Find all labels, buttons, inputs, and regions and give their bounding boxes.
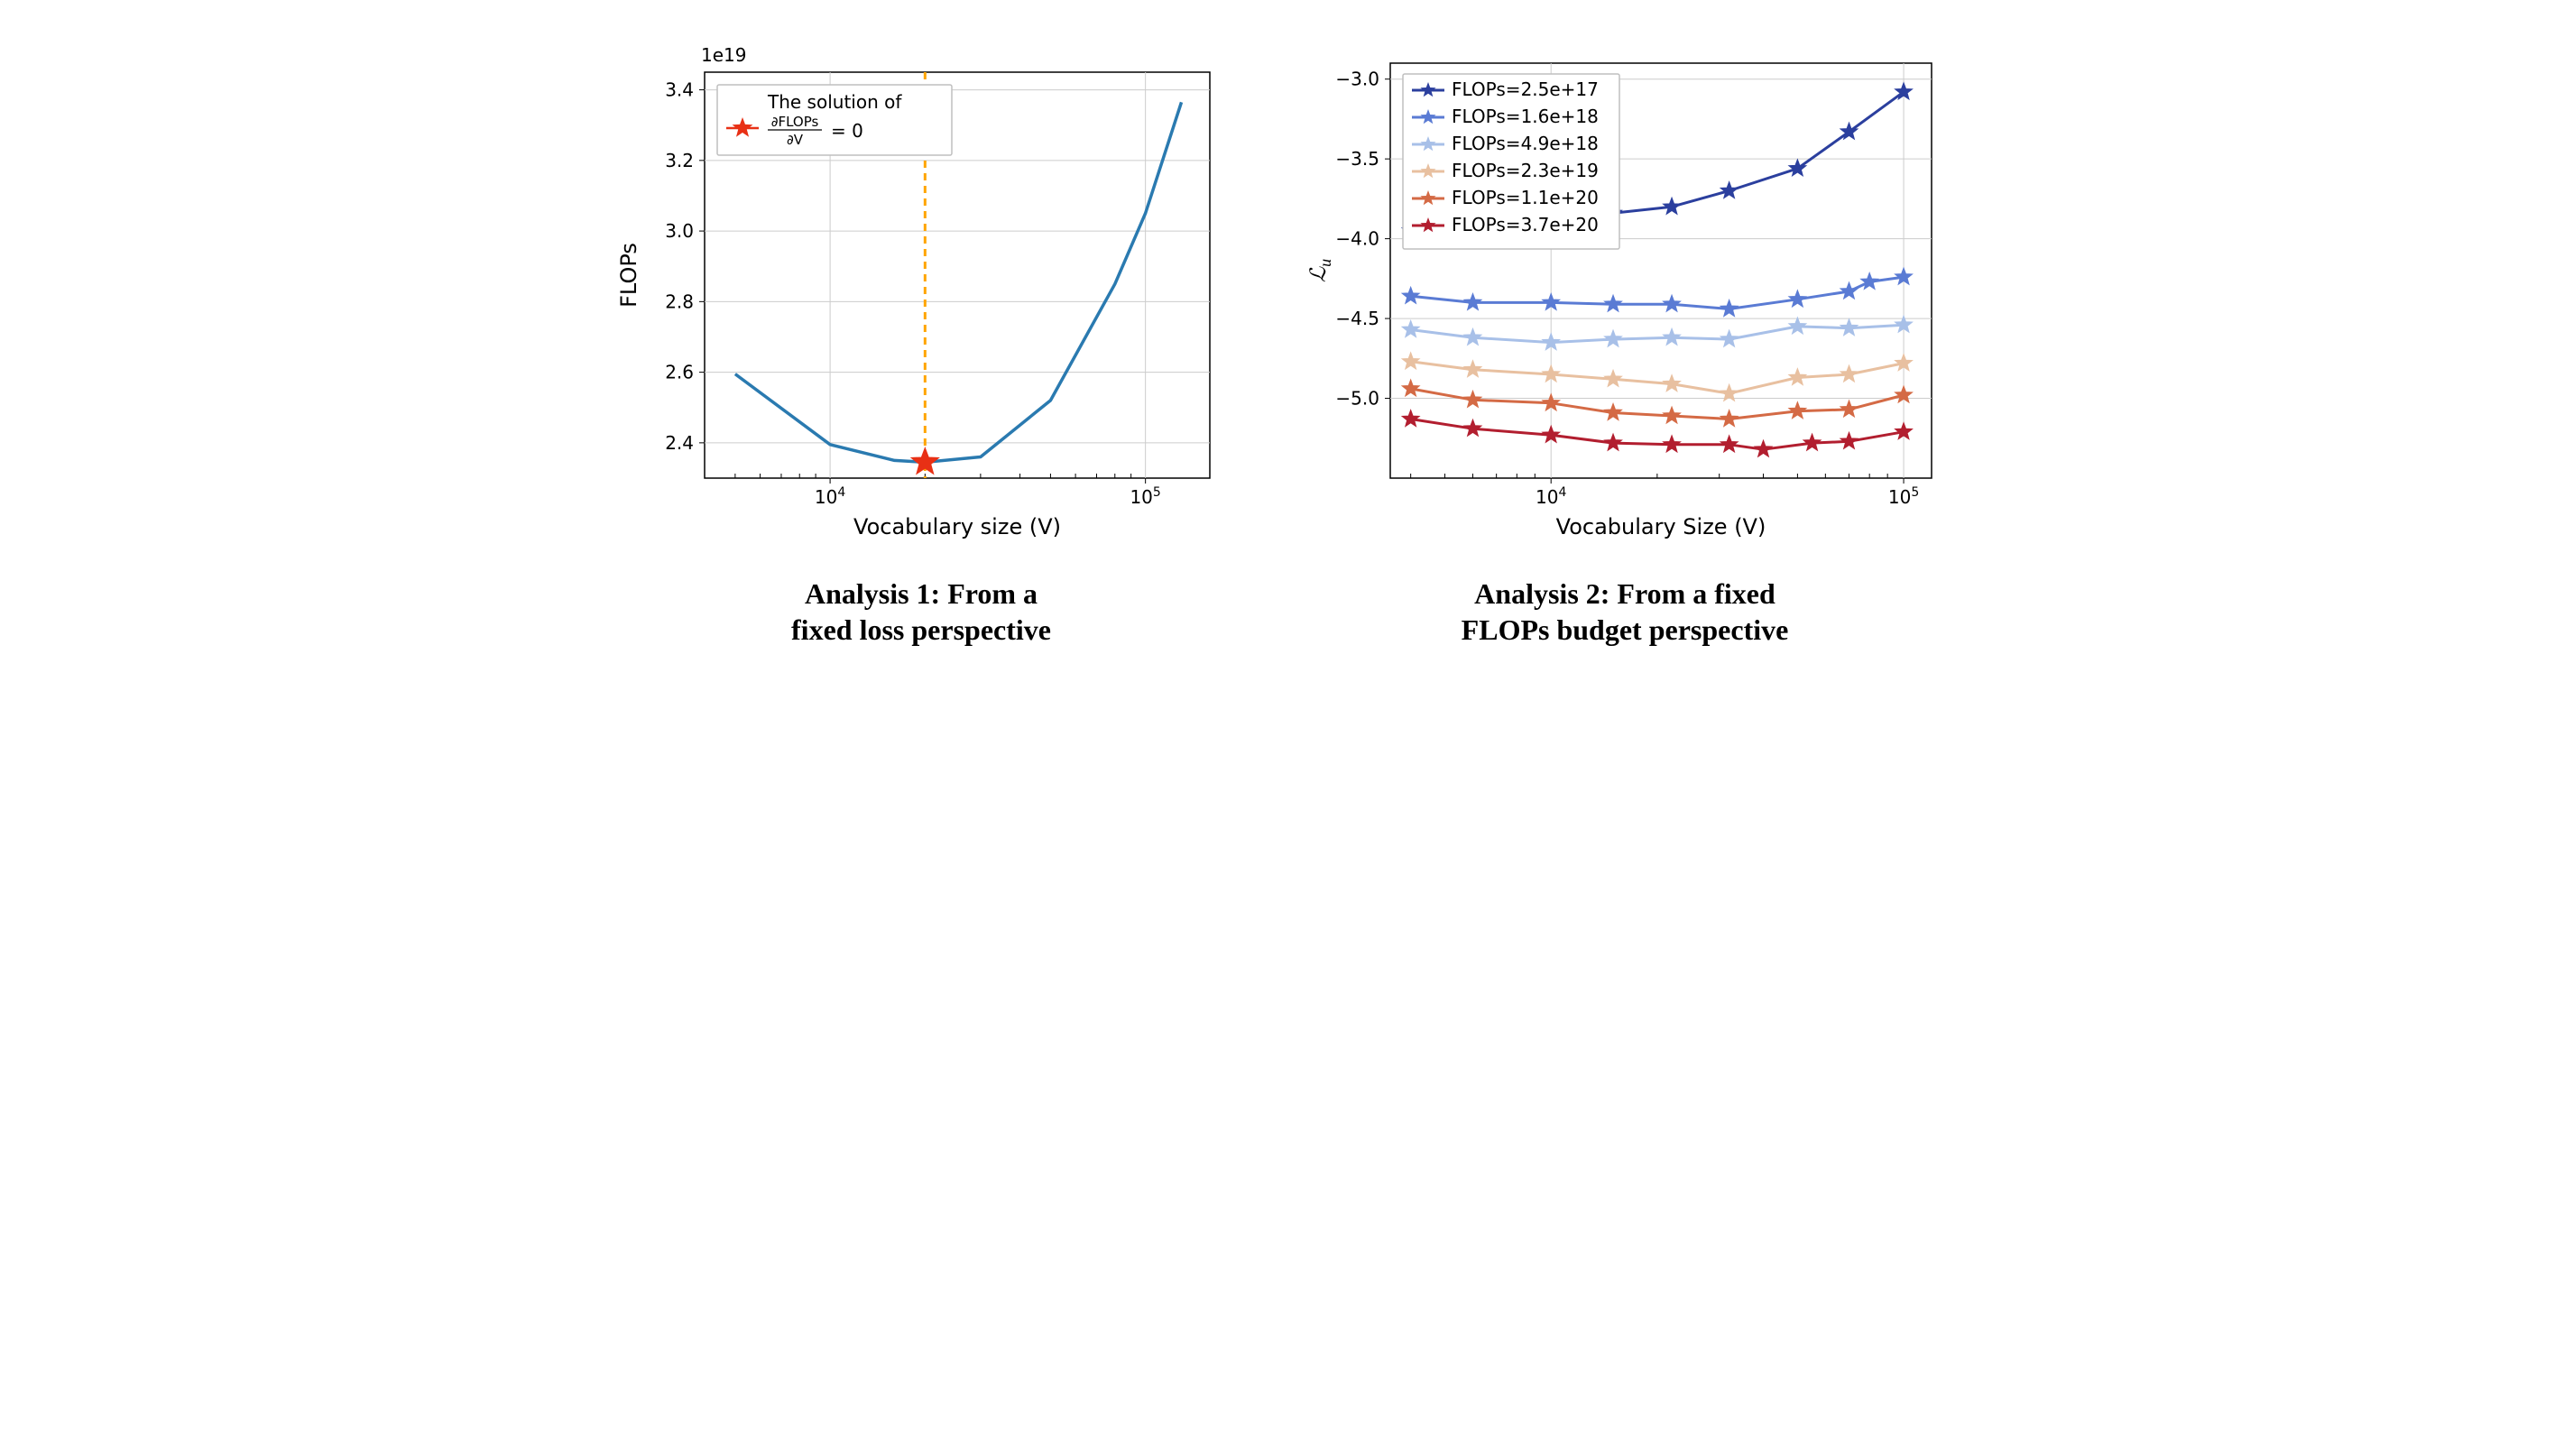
svg-text:FLOPs=1.6e+18: FLOPs=1.6e+18 <box>1452 106 1599 127</box>
svg-text:2.4: 2.4 <box>665 432 694 454</box>
svg-text:−4.5: −4.5 <box>1335 308 1379 329</box>
svg-text:105: 105 <box>1888 485 1919 508</box>
svg-text:FLOPs=4.9e+18: FLOPs=4.9e+18 <box>1452 133 1599 154</box>
svg-text:3.0: 3.0 <box>665 220 694 242</box>
svg-text:∂V: ∂V <box>787 132 804 148</box>
svg-text:FLOPs=1.1e+20: FLOPs=1.1e+20 <box>1452 187 1599 208</box>
svg-text:Vocabulary Size (V): Vocabulary Size (V) <box>1556 514 1766 539</box>
svg-text:FLOPs=2.5e+17: FLOPs=2.5e+17 <box>1452 78 1599 100</box>
svg-text:Vocabulary size (V): Vocabulary size (V) <box>853 514 1061 539</box>
right-caption: Analysis 2: From a fixed FLOPs budget pe… <box>1462 576 1789 648</box>
right-panel: −5.0 −4.5 −4.0 −3.5 −3.0 104 105 Vocabulary Siz… <box>1300 36 1950 648</box>
caption-line2: fixed loss perspective <box>791 613 1051 646</box>
svg-text:104: 104 <box>815 485 845 508</box>
svg-text:= 0: = 0 <box>831 120 863 142</box>
svg-text:ℒu: ℒu <box>1307 259 1334 282</box>
svg-text:1e19: 1e19 <box>701 44 746 66</box>
caption-line2: FLOPs budget perspective <box>1462 613 1789 646</box>
svg-text:2.6: 2.6 <box>665 362 694 383</box>
svg-text:−3.5: −3.5 <box>1335 148 1379 170</box>
svg-text:−3.0: −3.0 <box>1335 69 1379 90</box>
svg-text:−5.0: −5.0 <box>1335 388 1379 410</box>
svg-text:∂FLOPs: ∂FLOPs <box>771 114 819 130</box>
svg-text:FLOPs=2.3e+19: FLOPs=2.3e+19 <box>1452 160 1599 181</box>
svg-text:105: 105 <box>1130 485 1160 508</box>
svg-text:The solution of: The solution of <box>767 91 902 113</box>
caption-line1: Analysis 1: From a <box>805 577 1038 610</box>
svg-text:2.8: 2.8 <box>665 290 694 312</box>
svg-text:104: 104 <box>1536 485 1566 508</box>
svg-text:3.2: 3.2 <box>665 150 694 171</box>
svg-text:FLOPs: FLOPs <box>616 243 641 308</box>
svg-text:−4.0: −4.0 <box>1335 228 1379 250</box>
left-caption: Analysis 1: From a fixed loss perspectiv… <box>791 576 1051 648</box>
left-panel: 2.4 2.6 2.8 3.0 3.2 3.4 104 105 1e19 Vocabulary s… <box>614 36 1228 648</box>
right-chart: −5.0 −4.5 −4.0 −3.5 −3.0 104 105 Vocabulary Siz… <box>1300 36 1950 550</box>
left-chart: 2.4 2.6 2.8 3.0 3.2 3.4 104 105 1e19 Vocabulary s… <box>614 36 1228 550</box>
svg-text:FLOPs=3.7e+20: FLOPs=3.7e+20 <box>1452 214 1599 235</box>
svg-text:3.4: 3.4 <box>665 79 694 101</box>
caption-line1: Analysis 2: From a fixed <box>1474 577 1775 610</box>
